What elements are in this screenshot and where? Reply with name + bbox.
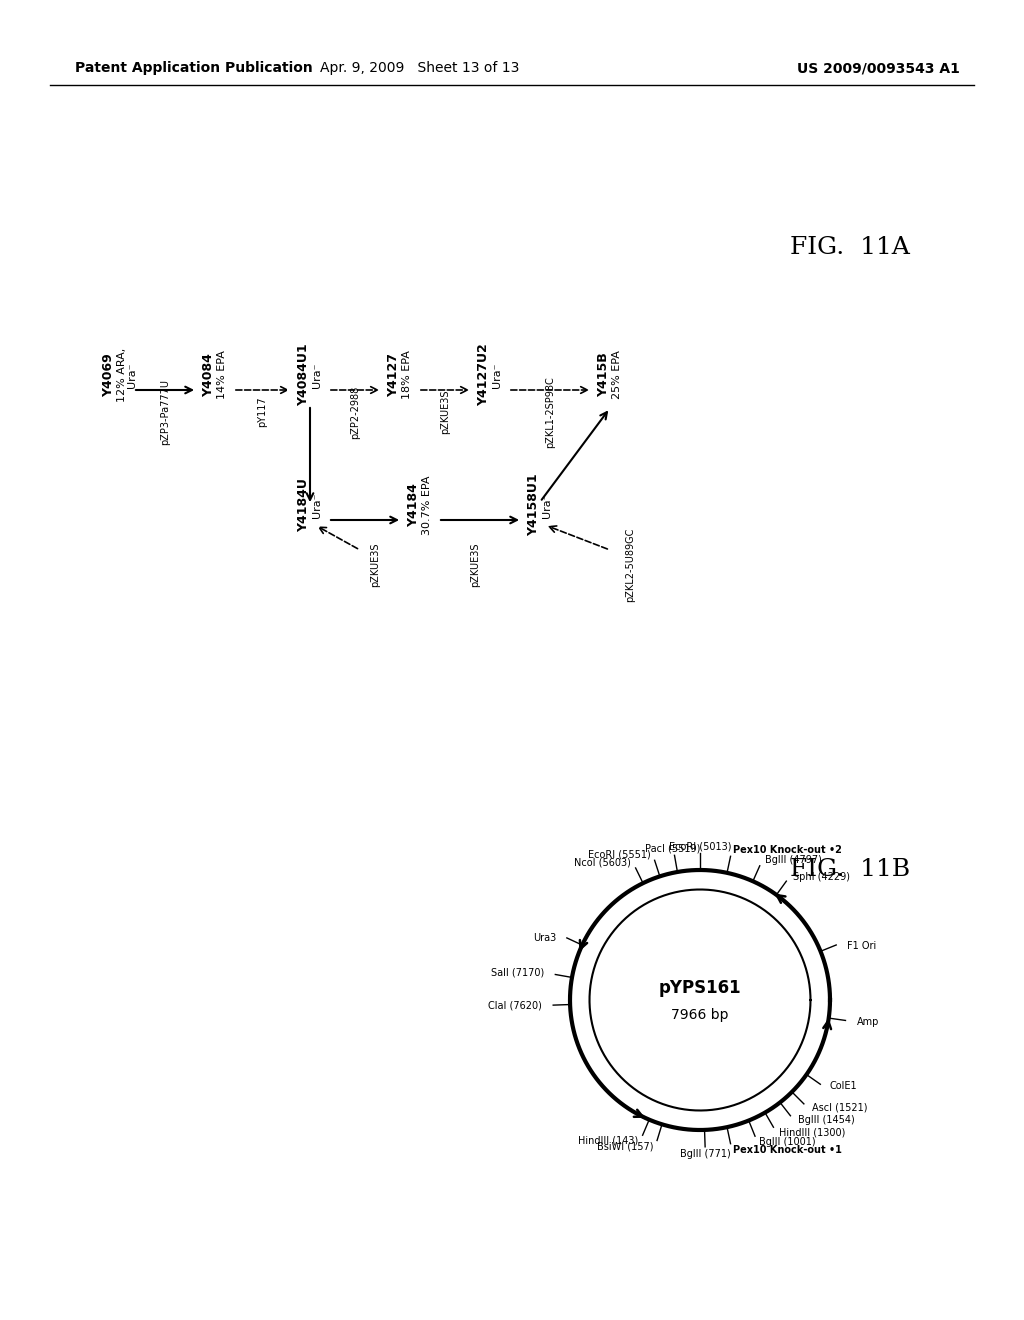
- Text: BsiWI (157): BsiWI (157): [597, 1142, 653, 1151]
- Text: Ura⁻: Ura⁻: [312, 362, 322, 388]
- Text: Y4184U: Y4184U: [297, 478, 310, 532]
- Text: pZP3-Pa777U: pZP3-Pa777U: [160, 379, 170, 445]
- Text: Y415B: Y415B: [597, 352, 610, 397]
- Text: Y4184: Y4184: [407, 483, 420, 527]
- Text: pZKL2-5U89GC: pZKL2-5U89GC: [625, 528, 635, 602]
- Text: Ura⁻: Ura⁻: [492, 362, 502, 388]
- Text: pZP2-2988: pZP2-2988: [350, 385, 360, 438]
- Text: Amp: Amp: [857, 1018, 880, 1027]
- Text: 14% EPA: 14% EPA: [217, 351, 227, 400]
- Text: AscI (1521): AscI (1521): [812, 1102, 867, 1113]
- Text: US 2009/0093543 A1: US 2009/0093543 A1: [797, 61, 961, 75]
- Text: pZKUE3S: pZKUE3S: [370, 543, 380, 587]
- Text: pZKL1-2SP98C: pZKL1-2SP98C: [545, 376, 555, 447]
- Text: Pex10 Knock-out •1: Pex10 Knock-out •1: [733, 1146, 842, 1155]
- Text: Apr. 9, 2009   Sheet 13 of 13: Apr. 9, 2009 Sheet 13 of 13: [321, 61, 520, 75]
- Text: Patent Application Publication: Patent Application Publication: [75, 61, 312, 75]
- Text: 30.7% EPA: 30.7% EPA: [422, 475, 432, 535]
- Text: ClaI (7620): ClaI (7620): [487, 1001, 542, 1011]
- Text: EcoRI (5013): EcoRI (5013): [669, 841, 731, 851]
- Text: Pex10 Knock-out •2: Pex10 Knock-out •2: [733, 845, 842, 855]
- Text: FIG.  11B: FIG. 11B: [790, 858, 910, 882]
- Text: SalI (7170): SalI (7170): [490, 968, 544, 977]
- Text: Y4127: Y4127: [387, 352, 400, 397]
- Text: pZKUE3S: pZKUE3S: [470, 543, 480, 587]
- Text: Ura⁻: Ura⁻: [127, 362, 137, 388]
- Text: 18% EPA: 18% EPA: [402, 351, 412, 400]
- Text: PacI (5519): PacI (5519): [645, 843, 700, 854]
- Text: BglII (1001): BglII (1001): [760, 1137, 816, 1147]
- Text: Ura⁻: Ura⁻: [542, 492, 552, 517]
- Text: BglII (1454): BglII (1454): [798, 1115, 854, 1125]
- Text: BglII (771): BglII (771): [680, 1148, 731, 1159]
- Text: Y4084: Y4084: [202, 352, 215, 397]
- Text: Ura⁻: Ura⁻: [312, 492, 322, 517]
- Text: Ura3: Ura3: [534, 933, 556, 942]
- Text: Y4158U1: Y4158U1: [527, 474, 540, 536]
- Text: pYPS161: pYPS161: [658, 979, 741, 997]
- Text: ColE1: ColE1: [829, 1081, 857, 1090]
- Text: SphI (4229): SphI (4229): [794, 871, 850, 882]
- Text: pZKUE3S: pZKUE3S: [440, 389, 450, 434]
- Text: HindIII (1300): HindIII (1300): [779, 1127, 846, 1138]
- Text: pY117: pY117: [257, 397, 267, 428]
- Text: HindIII (143): HindIII (143): [578, 1137, 638, 1146]
- Text: 7966 bp: 7966 bp: [672, 1008, 729, 1022]
- Text: FIG.  11A: FIG. 11A: [790, 236, 910, 260]
- Text: F1 Ori: F1 Ori: [847, 941, 877, 950]
- Text: Y4127U2: Y4127U2: [477, 343, 490, 407]
- Text: Y4084U1: Y4084U1: [297, 343, 310, 407]
- Text: NcoI (5603): NcoI (5603): [573, 858, 631, 867]
- Text: Y4069: Y4069: [102, 354, 115, 397]
- Text: BglII (4797): BglII (4797): [765, 855, 821, 865]
- Text: EcoRI (5551): EcoRI (5551): [588, 849, 651, 859]
- Text: 12% ARA,: 12% ARA,: [117, 348, 127, 403]
- Text: 25% EPA: 25% EPA: [612, 351, 622, 400]
